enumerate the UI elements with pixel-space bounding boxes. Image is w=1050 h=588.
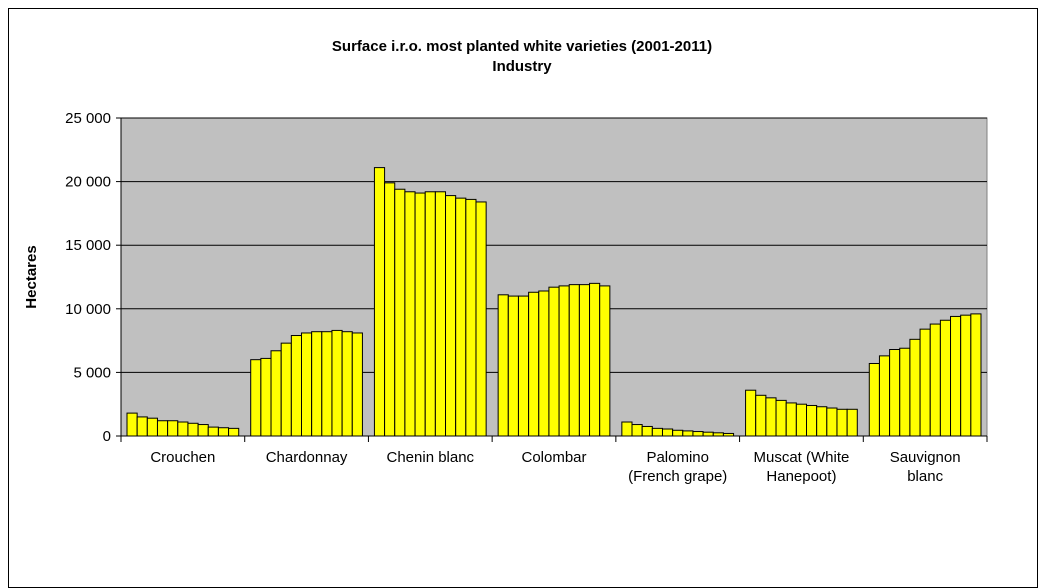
bar	[661, 428, 674, 437]
bar	[341, 331, 353, 437]
bar	[589, 282, 601, 437]
x-category-label: Colombar	[521, 449, 586, 466]
bar	[167, 420, 179, 437]
bar	[126, 412, 138, 437]
y-tick-label: 20 000	[65, 174, 111, 191]
bar	[889, 349, 901, 437]
bar	[775, 399, 787, 437]
bar	[497, 294, 509, 437]
bar	[136, 416, 148, 437]
bar	[517, 295, 530, 437]
x-category-label: Crouchen	[150, 449, 215, 466]
bar	[682, 430, 694, 437]
bar	[280, 342, 292, 437]
x-category-labels: Crouchen Chardonnay Chenin blanc Colombar Pa…	[150, 449, 960, 485]
bar	[434, 191, 447, 437]
bar	[641, 425, 653, 437]
bar	[826, 407, 838, 437]
x-category-label: Chardonnay	[266, 449, 348, 466]
bar	[228, 427, 240, 437]
bar	[939, 319, 952, 437]
bar	[290, 335, 302, 437]
bar	[445, 195, 457, 437]
bar	[270, 350, 282, 437]
chart: Surface i.r.o. most planted white variet…	[23, 38, 988, 485]
bar	[207, 426, 219, 437]
bar	[404, 191, 416, 437]
bar	[217, 427, 230, 437]
bar	[465, 198, 477, 437]
bar	[548, 286, 560, 437]
bar	[631, 424, 643, 437]
bar	[311, 331, 323, 437]
bar	[394, 188, 406, 437]
bar	[599, 285, 611, 437]
bar	[384, 182, 396, 437]
bar	[692, 431, 704, 437]
bar	[745, 389, 757, 437]
chart-subtitle: Industry	[492, 58, 552, 75]
x-category-label: Sauvignon blanc	[890, 449, 961, 485]
bar	[970, 313, 982, 437]
bar	[795, 403, 808, 437]
bar	[785, 402, 797, 437]
bar	[621, 421, 633, 437]
bar	[899, 347, 911, 437]
bar	[250, 359, 262, 437]
bar	[321, 331, 333, 437]
bar	[260, 357, 272, 437]
bar	[846, 408, 858, 437]
bar	[156, 420, 169, 437]
bar	[816, 406, 828, 437]
y-tick-label: 10 000	[65, 301, 111, 318]
bar	[755, 394, 767, 437]
bar	[528, 291, 540, 437]
chart-frame: Surface i.r.o. most planted white variet…	[8, 8, 1038, 588]
bar	[146, 417, 158, 437]
bar	[455, 197, 467, 437]
bar	[351, 332, 363, 437]
y-tick-label: 15 000	[65, 237, 111, 254]
bars	[126, 167, 982, 437]
bar	[568, 284, 580, 437]
y-axis-label: Hectares	[23, 245, 40, 308]
bar	[919, 328, 931, 437]
bar	[868, 362, 880, 437]
bar	[558, 285, 570, 437]
bar	[909, 338, 921, 437]
x-category-label: Chenin blanc	[387, 449, 475, 466]
bar	[507, 295, 519, 437]
bar	[578, 284, 591, 437]
bar	[373, 167, 386, 437]
x-category-label: Palomino (French grape)	[628, 449, 727, 485]
bar	[836, 408, 848, 437]
bar	[672, 429, 684, 437]
bar	[929, 323, 941, 437]
bar	[300, 332, 313, 437]
bar	[538, 290, 550, 437]
y-tick-label: 25 000	[65, 110, 111, 127]
bar	[424, 191, 436, 437]
bar	[806, 404, 818, 437]
y-tick-labels: 0 5 000 10 000 15 000 20 000 25 000	[65, 110, 111, 445]
y-tick-label: 0	[103, 428, 111, 445]
bar	[950, 315, 962, 437]
bar	[414, 192, 426, 437]
bar	[331, 329, 343, 437]
axes	[116, 117, 988, 442]
bar	[475, 201, 487, 437]
bar	[177, 421, 189, 437]
bar	[651, 427, 663, 437]
y-tick-label: 5 000	[73, 364, 111, 381]
bar	[878, 355, 891, 437]
bar	[197, 424, 209, 437]
bar	[960, 314, 972, 437]
x-category-label: Muscat (White Hanepoot)	[753, 449, 849, 485]
bar	[765, 397, 777, 437]
bar	[187, 422, 199, 437]
bar	[702, 431, 714, 437]
chart-title: Surface i.r.o. most planted white variet…	[332, 38, 712, 55]
